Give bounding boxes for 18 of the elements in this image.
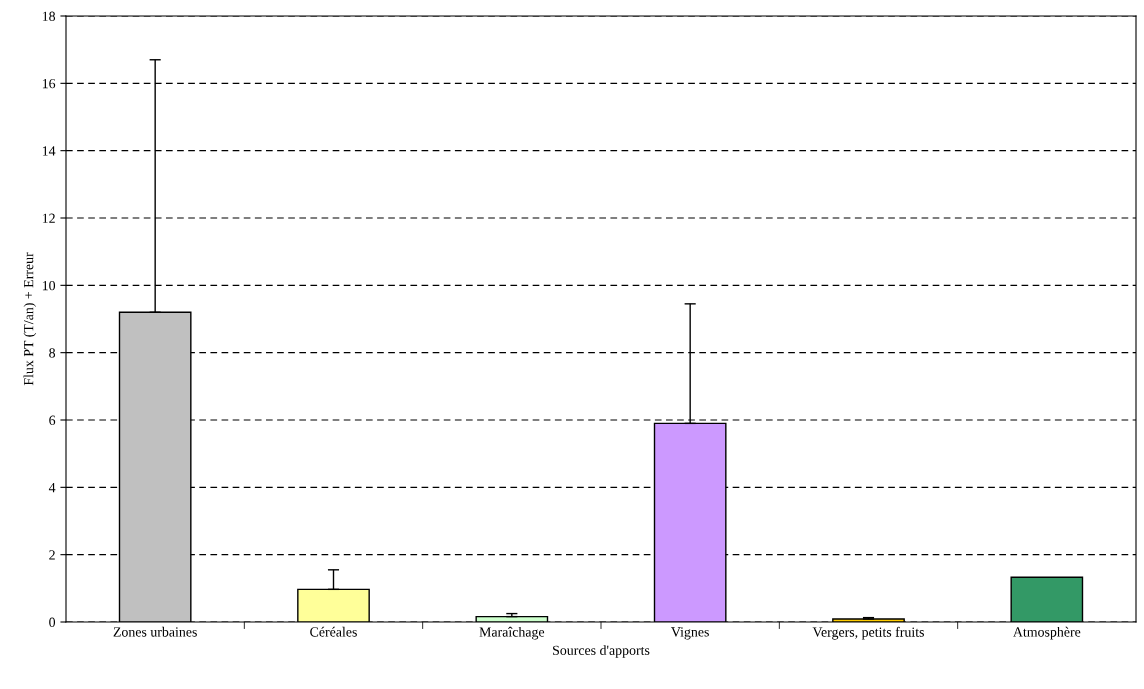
y-tick-label: 2 (49, 550, 55, 560)
y-tick-label: 4 (48, 483, 56, 493)
y-tick-label: 6 (49, 415, 56, 425)
x-axis-title: Sources d'apports (553, 645, 650, 658)
x-tick-label: Zones urbaines (113, 626, 197, 637)
x-tick-label: Vignes (671, 627, 709, 640)
y-tick-label: 0 (49, 617, 56, 627)
y-axis-title: Flux PT (T/an) + Erreur (23, 252, 37, 386)
y-tick-label: 16 (42, 78, 56, 89)
x-tick-label: Céréales (310, 626, 357, 637)
x-tick-label: Maraîchage (479, 626, 545, 640)
y-tick-label: 10 (42, 280, 56, 291)
x-tick-label: Atmosphère (1013, 626, 1081, 640)
y-tick-label: 8 (49, 348, 56, 358)
y-tick-label: 14 (42, 146, 56, 156)
y-tick-label: 18 (42, 11, 56, 21)
y-tick-label: 12 (42, 213, 55, 223)
x-tick-label: Vergers, petits fruits (812, 626, 924, 640)
